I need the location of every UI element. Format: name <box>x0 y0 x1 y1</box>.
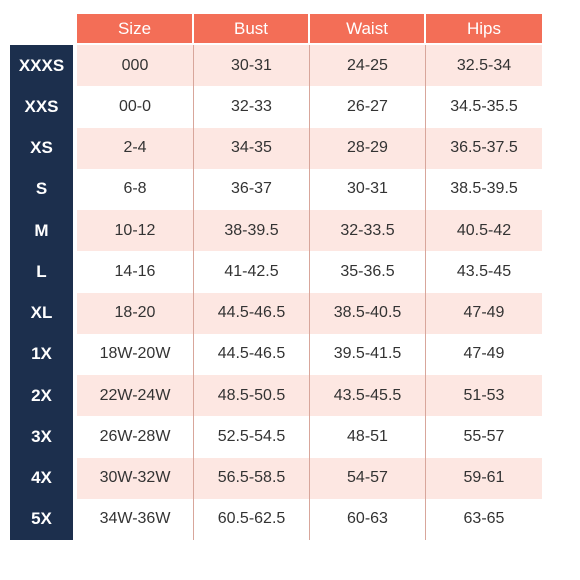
cell-waist: 39.5-41.5 <box>310 333 426 375</box>
cell-bust: 56.5-58.5 <box>194 457 310 499</box>
table-row: 22W-24W 48.5-50.5 43.5-45.5 51-53 <box>77 375 542 417</box>
size-label: 5X <box>31 509 52 529</box>
table-row: 6-8 36-37 30-31 38.5-39.5 <box>77 168 542 210</box>
cell-bust: 30-31 <box>194 45 310 87</box>
cell-size: 10-12 <box>77 210 194 252</box>
cell-size: 18W-20W <box>77 333 194 375</box>
cell-hips: 55-57 <box>463 427 505 445</box>
cell-bust: 36-37 <box>194 168 310 210</box>
cell-size: 2-4 <box>77 127 194 169</box>
cell-hips: 59-61 <box>463 469 505 487</box>
cell-waist: 28-29 <box>310 127 426 169</box>
cell-hips: 43.5-45 <box>456 262 512 280</box>
cell-hips: 34.5-35.5 <box>450 97 518 115</box>
table-row: 34W-36W 60.5-62.5 60-63 63-65 <box>77 498 542 540</box>
cell-waist: 30-31 <box>310 168 426 210</box>
cell-size: 00-0 <box>77 86 194 128</box>
cell-bust: 44.5-46.5 <box>194 333 310 375</box>
cell-size: 30W-32W <box>77 457 194 499</box>
size-label: XXXS <box>18 55 65 75</box>
cell-size: 000 <box>77 45 194 87</box>
header-waist: Waist <box>310 14 426 43</box>
cell-hips: 40.5-42 <box>456 221 512 239</box>
size-label: XXS <box>24 96 59 116</box>
size-chart-header: Size Bust Waist Hips <box>77 14 542 43</box>
cell-waist: 43.5-45.5 <box>310 375 426 417</box>
cell-bust: 34-35 <box>194 127 310 169</box>
cell-waist: 54-57 <box>310 457 426 499</box>
size-label: L <box>36 261 47 281</box>
cell-size: 34W-36W <box>77 498 194 540</box>
cell-hips: 51-53 <box>463 386 505 404</box>
table-row: 18-20 44.5-46.5 38.5-40.5 47-49 <box>77 292 542 334</box>
table-row: 30W-32W 56.5-58.5 54-57 59-61 <box>77 457 542 499</box>
cell-waist: 48-51 <box>310 416 426 458</box>
cell-hips: 47-49 <box>463 304 505 322</box>
table-row: 00-0 32-33 26-27 34.5-35.5 <box>77 86 542 128</box>
size-label: 4X <box>31 468 52 488</box>
cell-waist: 32-33.5 <box>310 210 426 252</box>
cell-hips: 63-65 <box>463 510 505 528</box>
size-label-column: XXXS XXS XS S M L XL 1X 2X 3X 4X 5X <box>10 45 73 540</box>
cell-hips: 32.5-34 <box>456 56 512 74</box>
table-row: 2-4 34-35 28-29 36.5-37.5 <box>77 127 542 169</box>
size-label: M <box>34 220 49 240</box>
cell-size: 18-20 <box>77 292 194 334</box>
cell-hips: 47-49 <box>463 345 505 363</box>
cell-bust: 32-33 <box>194 86 310 128</box>
table-row: 26W-28W 52.5-54.5 48-51 55-57 <box>77 416 542 458</box>
table-row: 18W-20W 44.5-46.5 39.5-41.5 47-49 <box>77 333 542 375</box>
header-size: Size <box>77 14 194 43</box>
cell-waist: 35-36.5 <box>310 251 426 293</box>
cell-size: 14-16 <box>77 251 194 293</box>
cell-bust: 60.5-62.5 <box>194 498 310 540</box>
header-hips: Hips <box>426 14 542 43</box>
table-row: 14-16 41-42.5 35-36.5 43.5-45 <box>77 251 542 293</box>
cell-waist: 60-63 <box>310 498 426 540</box>
cell-size: 6-8 <box>77 168 194 210</box>
cell-bust: 41-42.5 <box>194 251 310 293</box>
size-label: XS <box>30 138 53 158</box>
cell-size: 22W-24W <box>77 375 194 417</box>
cell-bust: 44.5-46.5 <box>194 292 310 334</box>
cell-hips: 38.5-39.5 <box>450 180 518 198</box>
cell-size: 26W-28W <box>77 416 194 458</box>
cell-waist: 26-27 <box>310 86 426 128</box>
cell-bust: 52.5-54.5 <box>194 416 310 458</box>
size-label: S <box>35 179 48 199</box>
size-chart-table: 000 30-31 24-25 32.5-34 00-0 32-33 26-27 34.5-3… <box>77 45 542 540</box>
size-label: 3X <box>31 426 52 446</box>
size-label: 1X <box>31 344 52 364</box>
cell-bust: 48.5-50.5 <box>194 375 310 417</box>
size-label: XL <box>30 303 53 323</box>
table-row: 000 30-31 24-25 32.5-34 <box>77 45 542 87</box>
header-bust: Bust <box>194 14 310 43</box>
cell-waist: 24-25 <box>310 45 426 87</box>
table-row: 10-12 38-39.5 32-33.5 40.5-42 <box>77 210 542 252</box>
size-label: 2X <box>31 385 52 405</box>
cell-hips: 36.5-37.5 <box>450 139 518 157</box>
cell-waist: 38.5-40.5 <box>310 292 426 334</box>
cell-bust: 38-39.5 <box>194 210 310 252</box>
